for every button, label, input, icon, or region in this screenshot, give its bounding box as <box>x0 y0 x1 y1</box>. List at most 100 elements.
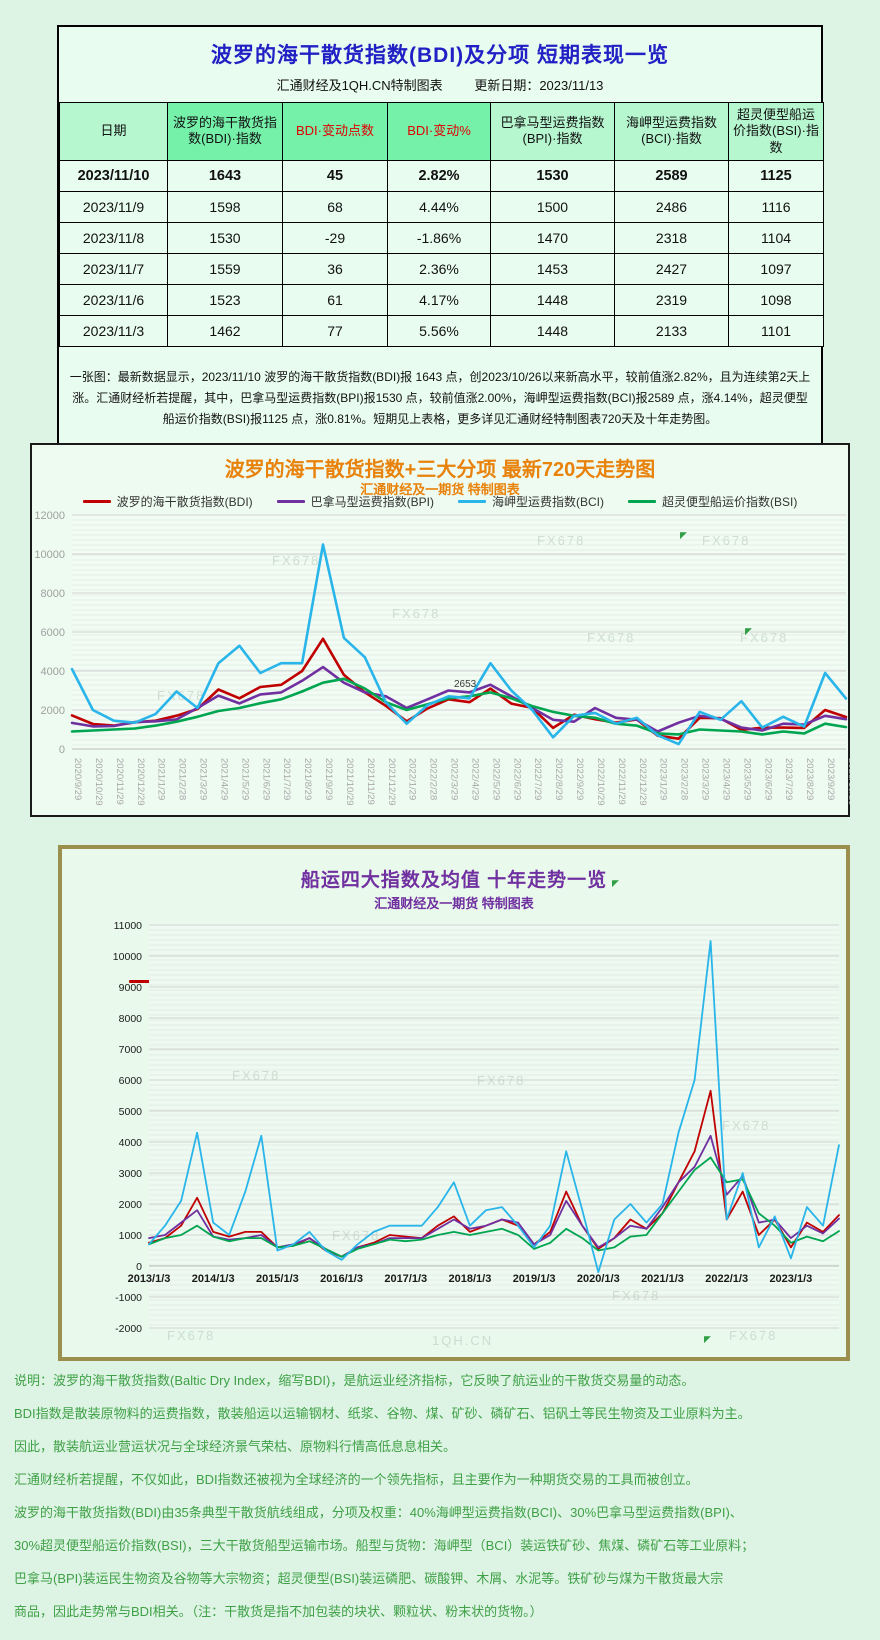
x-axis-tick-label: 2020/1/3 <box>577 1273 620 1285</box>
data-label: 2653 <box>454 679 477 690</box>
x-axis-tick-label: 2020/9/29 <box>72 758 83 800</box>
watermark: FX678 <box>587 630 635 645</box>
table-row: 2023/11/8 1530 -29 -1.86% 1470 2318 1104 <box>59 221 824 254</box>
table-source-label: 汇通财经及1QH.CN特制图表 <box>276 78 443 93</box>
y-axis-tick-label: 2000 <box>41 705 65 717</box>
y-axis-tick-label: 4000 <box>119 1137 143 1149</box>
table-section-subtitle: 汇通财经及1QH.CN特制图表 更新日期：2023/11/13 <box>59 75 821 94</box>
x-axis-tick-label: 2022/9/29 <box>574 758 585 800</box>
x-axis-tick-label: 2023/5/29 <box>741 758 752 800</box>
table-cell: 2023/11/3 <box>59 314 168 347</box>
x-axis-tick-label: 2016/1/3 <box>320 1273 363 1285</box>
x-axis-tick-label: 2021/7/29 <box>281 758 292 800</box>
table-row: 2023/11/9 1598 68 4.44% 1500 2486 1116 <box>59 190 824 223</box>
table-cell: 1598 <box>167 190 283 223</box>
table-cell: 1116 <box>728 190 824 223</box>
bdi-10year-line-chart: -2000 -1000 0 1000 2000 3000 4000 5000 6000 7000 8… <box>113 920 840 1348</box>
y-axis-tick-label: -1000 <box>115 1292 142 1304</box>
y-axis-tick-label: 4000 <box>41 666 65 678</box>
x-axis-tick-label: 2013/1/3 <box>128 1273 171 1285</box>
x-axis-tick-label: 2023/7/29 <box>783 758 794 800</box>
x-axis-tick-label: 2022/4/29 <box>469 758 480 800</box>
table-cell: 2319 <box>614 283 729 316</box>
table-body: 2023/11/10 1643 45 2.82% 1530 2589 1125 2023/11… <box>59 159 824 347</box>
table-row: 2023/11/6 1523 61 4.17% 1448 2319 1098 <box>59 283 824 316</box>
footnote-line: 巴拿马(BPI)装运民生物资及谷物等大宗物资；超灵便型(BSI)装运磷肥、碳酸钾… <box>14 1571 724 1586</box>
x-axis-tick-label: 2023/1/29 <box>658 758 669 800</box>
x-axis-tick-label: 2022/6/29 <box>511 758 522 800</box>
legend-line-swatch <box>458 500 486 503</box>
y-axis-tick-label: 3000 <box>119 1168 143 1180</box>
table-header-row: 日期 波罗的海干散货指数(BDI)·指数 BDI·变动点数 BDI·变动% 巴拿马型运费… <box>59 102 824 161</box>
x-axis-tick-label: 2021/11/29 <box>365 758 376 805</box>
legend-line-swatch <box>276 500 305 503</box>
table-cell: 68 <box>282 190 388 223</box>
table-cell: 1500 <box>490 190 615 223</box>
table-cell: 5.56% <box>387 314 491 347</box>
series-line-bci <box>70 543 848 746</box>
footnote-line: BDI指数是散装原物料的运费指数，散装船运以运输钢材、纸浆、谷物、煤、矿砂、磷矿… <box>14 1406 751 1421</box>
table-header-cell: BDI·变动% <box>387 102 491 161</box>
table-header-cell: BDI·变动点数 <box>282 102 388 161</box>
table-cell: 1448 <box>490 283 615 316</box>
watermark: FX678 <box>612 1288 660 1303</box>
x-axis-tick-label: 2022/7/29 <box>532 758 543 800</box>
x-axis-tick-label: 2017/1/3 <box>384 1273 427 1285</box>
x-axis-tick-label: 2022/12/29 <box>637 758 648 806</box>
watermark: FX678 <box>167 1328 215 1343</box>
table-cell: 1530 <box>167 221 283 254</box>
watermark: FX678 <box>537 533 585 548</box>
x-axis-tick-label: 2023/3/29 <box>700 758 711 800</box>
footnote-line: 因此，散装航运业营运状况与全球经济景气荣枯、原物料行情高低息息相关。 <box>14 1439 457 1454</box>
y-axis-tick-label: 8000 <box>119 1013 143 1025</box>
x-axis-tick-label: 2023/6/29 <box>762 758 773 800</box>
green-arrow-artifact: ◤ <box>612 878 619 888</box>
y-axis-tick-label: 12000 <box>34 510 65 522</box>
bdi-short-term-table-section: 波罗的海干散货指数(BDI)及分项 短期表现一览 汇通财经及1QH.CN特制图表… <box>57 25 824 448</box>
table-cell: 1125 <box>728 159 824 192</box>
x-axis-tick-label: 2022/5/29 <box>490 758 501 800</box>
table-cell: 1530 <box>490 159 615 192</box>
table-cell: 2023/11/10 <box>59 159 168 192</box>
table-cell: -29 <box>282 221 388 254</box>
x-axis-tick-label: 2022/11/29 <box>616 758 627 805</box>
x-axis-tick-label: 2021/3/29 <box>198 758 209 800</box>
table-cell: 2023/11/8 <box>59 221 168 254</box>
x-axis-tick-label: 2020/12/29 <box>135 758 146 806</box>
x-axis-tick-label: 2020/11/29 <box>114 758 125 805</box>
table-cell: 2.36% <box>387 252 491 285</box>
table-cell: 2133 <box>614 314 729 347</box>
series-line-bci <box>148 940 840 1274</box>
x-axis-tick-label: 2021/1/29 <box>156 758 167 800</box>
y-axis-tick-label: 2000 <box>119 1199 143 1211</box>
y-axis-tick-label: 10000 <box>34 549 65 561</box>
x-axis-tick-label: 2021/8/29 <box>302 758 313 800</box>
y-axis-tick-label: 5000 <box>119 1106 143 1118</box>
table-cell: 2023/11/6 <box>59 283 168 316</box>
x-axis-tick-label: 2021/6/29 <box>260 758 271 800</box>
x-axis-tick-label: 2021/2/28 <box>177 758 188 800</box>
table-cell: 1523 <box>167 283 283 316</box>
chart10y-title: 船运四大指数及均值 十年走势一览 <box>300 870 608 891</box>
table-cell: 2318 <box>614 221 729 254</box>
table-cell: 61 <box>282 283 388 316</box>
x-axis-tick-label: 2021/5/29 <box>239 758 250 800</box>
watermark: FX678 <box>722 1118 770 1133</box>
table-cell: 1559 <box>167 252 283 285</box>
y-axis-tick-label: 1000 <box>119 1230 143 1242</box>
table-section-title: 波罗的海干散货指数(BDI)及分项 短期表现一览 <box>211 44 669 67</box>
x-axis-tick-label: 2018/1/3 <box>449 1273 492 1285</box>
table-cell: 1470 <box>490 221 615 254</box>
table-header-cell: 海岬型运费指数(BCI)·指数 <box>614 102 729 161</box>
green-arrow-artifact: ◤ <box>704 1334 711 1344</box>
watermark: FX678 <box>232 1068 280 1083</box>
table-cell: 1643 <box>167 159 283 192</box>
x-axis-tick-label: 2022/8/29 <box>553 758 564 800</box>
x-axis-tick-label: 2021/10/29 <box>344 758 355 806</box>
x-axis-tick-label: 2022/2/28 <box>428 758 439 800</box>
table-cell: 1101 <box>728 314 824 347</box>
table-header-cell: 波罗的海干散货指数(BDI)·指数 <box>167 102 283 161</box>
footnote-line: 汇通财经析若提醒，不仅如此，BDI指数还被视为全球经济的一个领先指标，且主要作为… <box>14 1472 699 1487</box>
watermark: FX678 <box>332 1228 380 1243</box>
